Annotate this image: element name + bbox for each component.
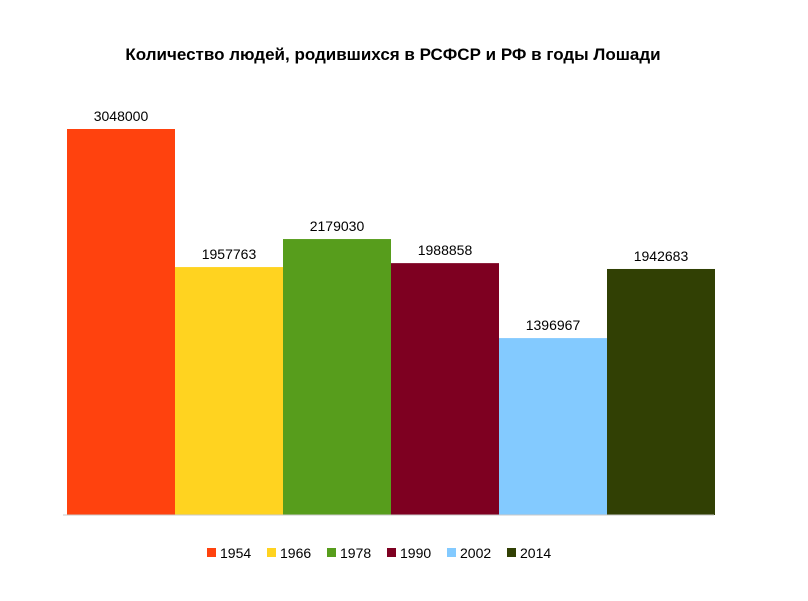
legend: 1954 1966 1978 1990 2002 2014 [207,545,551,561]
legend-label-1954: 1954 [220,545,251,561]
bar-2014 [607,268,715,515]
value-label-2002: 1396967 [526,317,581,333]
legend-swatch-1990 [387,548,396,557]
legend-label-1966: 1966 [280,545,311,561]
value-label-1954: 3048000 [94,108,149,124]
legend-label-1990: 1990 [400,545,431,561]
legend-label-1978: 1978 [340,545,371,561]
chart-title: Количество людей, родившихся в РСФСР и Р… [125,45,660,64]
bar-1954 [67,129,175,515]
legend-swatch-1966 [267,548,276,557]
legend-swatch-1954 [207,548,216,557]
bars-group [67,129,715,515]
bar-1966 [175,267,283,515]
value-label-1978: 2179030 [310,218,365,234]
bar-1978 [283,239,391,515]
legend-label-2002: 2002 [460,545,491,561]
legend-swatch-2014 [507,548,516,557]
value-label-1966: 1957763 [202,246,257,262]
value-label-2014: 1942683 [634,248,689,264]
legend-swatch-1978 [327,548,336,557]
legend-label-2014: 2014 [520,545,551,561]
bar-1990 [391,263,499,515]
legend-swatch-2002 [447,548,456,557]
value-label-1990: 1988858 [418,242,473,258]
bar-2002 [499,338,607,515]
value-labels-group: 3048000 1957763 2179030 1988858 1396967 19426… [94,108,689,333]
